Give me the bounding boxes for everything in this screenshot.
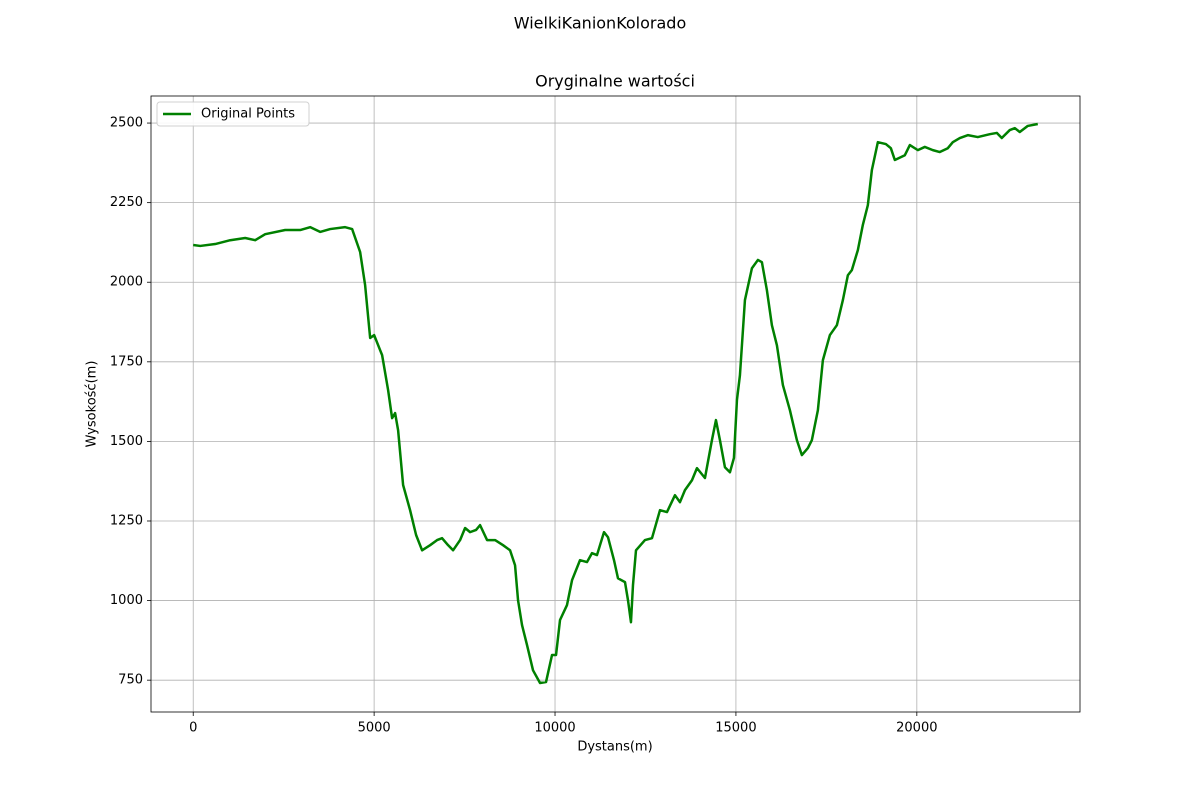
x-tick-label: 10000 bbox=[534, 721, 575, 736]
y-tick-label: 2250 bbox=[110, 195, 143, 210]
y-tick-label: 750 bbox=[118, 673, 143, 688]
x-tick-label: 20000 bbox=[896, 721, 937, 736]
legend-box bbox=[156, 101, 310, 127]
y-tick-label: 2000 bbox=[110, 275, 143, 290]
y-tick-label: 1250 bbox=[110, 513, 143, 528]
y-tick-label: 1500 bbox=[110, 434, 143, 449]
chart-title: Oryginalne wartości bbox=[535, 72, 695, 91]
x-axis-label: Dystans(m) bbox=[577, 740, 652, 755]
plot-frame bbox=[150, 95, 1081, 713]
data-line bbox=[193, 122, 1039, 685]
legend-label: Original Points bbox=[201, 107, 295, 122]
x-tick-label: 15000 bbox=[715, 721, 756, 736]
y-tick-label: 2500 bbox=[110, 116, 143, 131]
y-tick-label: 1750 bbox=[110, 354, 143, 369]
suptitle: WielkiKanionKolorado bbox=[514, 14, 687, 33]
y-axis-label: Wysokość(m) bbox=[85, 361, 100, 448]
y-tick-label: 1000 bbox=[110, 593, 143, 608]
x-tick-label: 5000 bbox=[358, 721, 391, 736]
x-tick-label: 0 bbox=[189, 721, 197, 736]
